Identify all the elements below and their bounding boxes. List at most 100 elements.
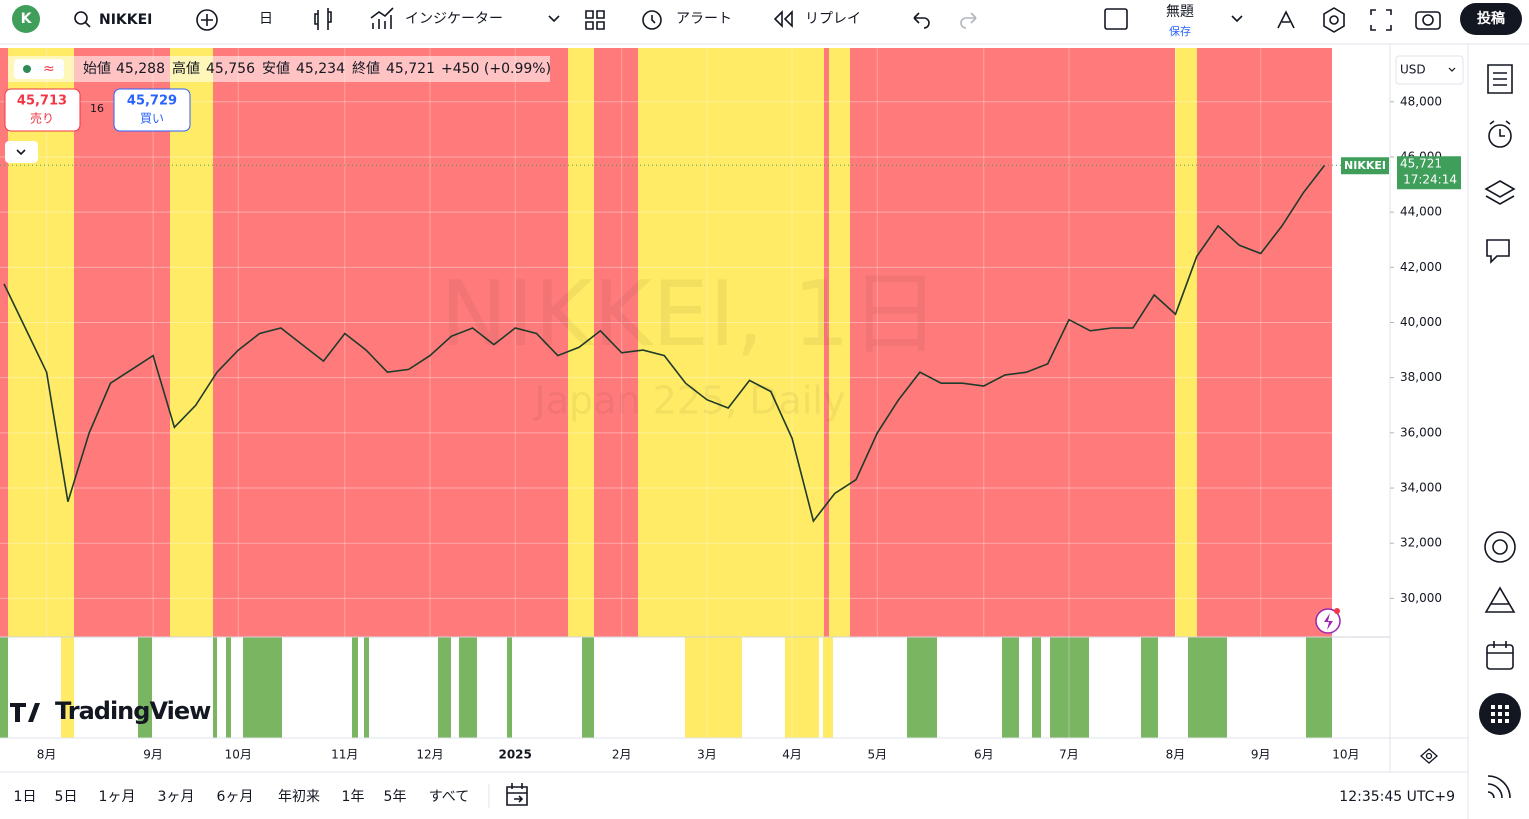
countdown: 17:24:14 bbox=[1403, 173, 1457, 187]
undo[interactable] bbox=[913, 12, 930, 29]
chart-type[interactable] bbox=[314, 8, 332, 30]
alerts-panel[interactable] bbox=[1488, 124, 1512, 148]
indicator-green bbox=[352, 637, 358, 738]
interval[interactable]: 日 bbox=[259, 11, 273, 27]
legend-change: +450 (+0.99%) bbox=[441, 61, 551, 77]
y-tick-label: 40,000 bbox=[1400, 315, 1442, 329]
add-symbol[interactable] bbox=[196, 9, 218, 31]
collapse-legend[interactable] bbox=[5, 141, 38, 163]
replay[interactable]: リプレイ bbox=[805, 11, 861, 27]
range-button[interactable]: 年初来 bbox=[278, 788, 320, 805]
legend-bg bbox=[8, 56, 550, 82]
legend-value: 45,234 bbox=[296, 61, 345, 77]
layout-box[interactable] bbox=[1104, 8, 1128, 30]
chart-area: 30,000 32,000 34,000 36,000 38,000 40,000 42,0… bbox=[0, 44, 1461, 772]
status-dot bbox=[23, 65, 31, 73]
indicator-green bbox=[438, 637, 451, 738]
indicator-green bbox=[226, 637, 231, 738]
indicator-green bbox=[907, 637, 937, 738]
legend-value: 45,721 bbox=[386, 61, 435, 77]
chevron[interactable] bbox=[1231, 15, 1243, 23]
currency: USD bbox=[1400, 63, 1426, 77]
publish-button[interactable] bbox=[1460, 3, 1522, 35]
background-yellow bbox=[170, 48, 213, 637]
alert[interactable]: アラート bbox=[676, 11, 732, 27]
save[interactable]: 保存 bbox=[1169, 24, 1191, 38]
range-button[interactable]: 1日 bbox=[14, 789, 37, 805]
avatar[interactable] bbox=[12, 5, 40, 33]
range-button[interactable]: 3ヶ月 bbox=[158, 789, 195, 805]
search-icon[interactable] bbox=[74, 11, 88, 25]
watchlist[interactable] bbox=[1487, 64, 1513, 94]
y-tick-label: 34,000 bbox=[1400, 481, 1442, 495]
x-tick-label: 8月 bbox=[37, 748, 57, 762]
range-button[interactable]: 5日 bbox=[55, 789, 78, 805]
go-to-date[interactable] bbox=[506, 783, 528, 806]
chats[interactable] bbox=[1486, 239, 1510, 264]
x-tick-label: 10月 bbox=[1332, 748, 1359, 762]
indicators[interactable]: インジケーター bbox=[405, 11, 503, 27]
target[interactable] bbox=[1484, 531, 1516, 563]
status-icon: ≈ bbox=[43, 61, 55, 77]
layout-icon[interactable] bbox=[585, 10, 605, 30]
layout-name[interactable]: 無題 bbox=[1166, 4, 1194, 20]
x-tick-label: 4月 bbox=[782, 748, 802, 762]
replay-icon[interactable] bbox=[773, 10, 793, 28]
watermark-subtitle: Japan 225, Daily bbox=[533, 379, 846, 423]
indicator-green bbox=[1141, 637, 1158, 738]
sell-button[interactable] bbox=[4, 88, 81, 132]
indicators-icon[interactable] bbox=[370, 7, 394, 29]
indicator-green bbox=[1306, 637, 1332, 738]
indicator-yellow bbox=[685, 637, 742, 738]
y-tick-label: 36,000 bbox=[1400, 425, 1442, 439]
y-tick-label: 48,000 bbox=[1400, 94, 1442, 108]
sell-label: 売り bbox=[30, 111, 54, 126]
indicator-yellow bbox=[785, 637, 819, 738]
alert-icon[interactable] bbox=[642, 10, 662, 30]
symbol[interactable]: NIKKEI bbox=[99, 12, 152, 28]
chevron bbox=[16, 149, 26, 156]
snapshot[interactable] bbox=[1415, 11, 1441, 30]
range-button[interactable]: 5年 bbox=[384, 789, 407, 805]
background-yellow bbox=[829, 48, 850, 637]
settings[interactable] bbox=[1323, 7, 1345, 33]
fullscreen[interactable] bbox=[1370, 9, 1392, 31]
y-tick-label: 32,000 bbox=[1400, 536, 1442, 550]
quick-search[interactable] bbox=[1277, 10, 1295, 29]
x-tick-label: 10月 bbox=[225, 748, 252, 762]
layers[interactable] bbox=[1484, 180, 1516, 205]
redo[interactable] bbox=[960, 12, 977, 29]
indicator-green bbox=[138, 637, 152, 738]
legend-label: 終値 bbox=[352, 61, 380, 77]
stream[interactable] bbox=[1487, 775, 1511, 799]
chevron[interactable] bbox=[548, 15, 560, 23]
target bbox=[1492, 539, 1508, 555]
apps-icon bbox=[1491, 705, 1509, 723]
range-button[interactable]: 6ヶ月 bbox=[217, 789, 254, 805]
alert-icon bbox=[651, 15, 656, 24]
calendar[interactable] bbox=[1486, 644, 1514, 670]
x-tick-label: 2月 bbox=[612, 748, 632, 762]
x-tick-label: 3月 bbox=[697, 748, 717, 762]
buy-button[interactable] bbox=[113, 88, 191, 132]
indicator-yellow bbox=[61, 637, 74, 738]
indicator-green bbox=[582, 637, 594, 738]
toolbar bbox=[0, 0, 1529, 44]
range-button[interactable]: すべて bbox=[429, 789, 469, 805]
background-yellow bbox=[638, 48, 824, 637]
background-yellow bbox=[568, 48, 594, 637]
clock[interactable]: 12:35:45 UTC+9 bbox=[1339, 789, 1455, 805]
indicator-green bbox=[1188, 637, 1227, 738]
calendar bbox=[1487, 641, 1513, 654]
watermark-title: NIKKEI, 1日 bbox=[440, 262, 940, 367]
scale-settings[interactable] bbox=[1420, 748, 1438, 764]
range-button[interactable]: 1ヶ月 bbox=[99, 789, 136, 805]
currency-select[interactable] bbox=[1395, 55, 1464, 85]
legend-status[interactable] bbox=[14, 59, 64, 79]
ideas[interactable] bbox=[1484, 586, 1516, 613]
x-tick-label: 12月 bbox=[416, 748, 443, 762]
range-button[interactable]: 1年 bbox=[342, 789, 365, 805]
legend-label: 始値 bbox=[83, 61, 111, 77]
x-tick-label: 8月 bbox=[1166, 748, 1186, 762]
background-yellow bbox=[1175, 48, 1197, 637]
